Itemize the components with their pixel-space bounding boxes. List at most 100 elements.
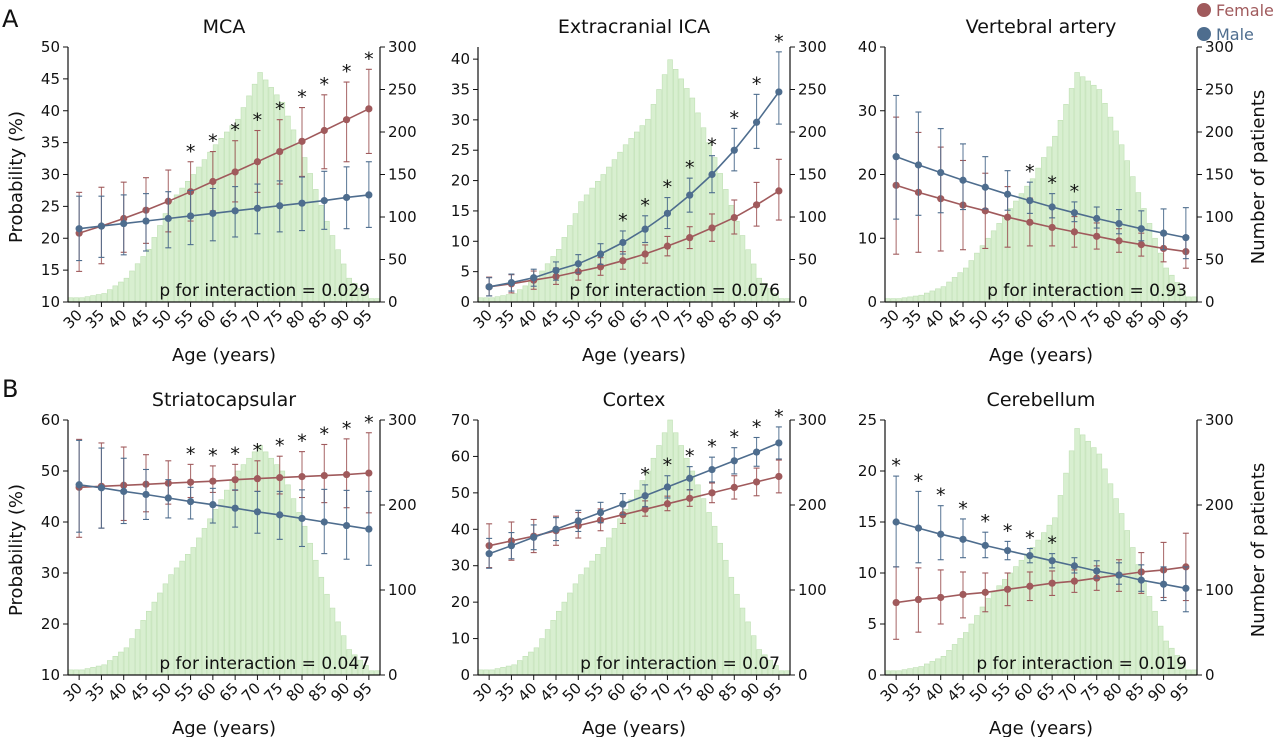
data-point bbox=[1003, 190, 1012, 198]
histogram-bar bbox=[257, 72, 263, 303]
significance-star: * bbox=[914, 470, 924, 492]
series-male bbox=[892, 475, 1190, 613]
series-female bbox=[892, 116, 1190, 269]
y2-tick-label: 150 bbox=[798, 166, 827, 184]
data-point bbox=[752, 448, 761, 456]
y2-tick-label: 200 bbox=[388, 496, 417, 514]
significance-star: * bbox=[1003, 520, 1013, 542]
legend-female-marker bbox=[1197, 3, 1211, 17]
histogram-bar bbox=[79, 669, 85, 676]
histogram-bar bbox=[1096, 453, 1103, 676]
data-point bbox=[1048, 579, 1056, 587]
series-line bbox=[78, 108, 370, 234]
histogram-bar bbox=[73, 669, 79, 676]
histogram-bar bbox=[628, 499, 634, 676]
y-tick-label: 40 bbox=[451, 50, 470, 68]
histogram-bar bbox=[700, 127, 707, 303]
series-male bbox=[892, 94, 1190, 260]
histogram-bar bbox=[1063, 472, 1069, 676]
histogram-bar bbox=[561, 237, 567, 303]
histogram-bar bbox=[285, 484, 291, 676]
data-point bbox=[1137, 576, 1145, 584]
y-tick-label: 0 bbox=[460, 666, 470, 684]
y2-tick-label: 250 bbox=[1205, 81, 1234, 99]
histogram bbox=[884, 72, 1197, 303]
chart-panel-4: 1020304050600100200300303540455055606570… bbox=[41, 389, 417, 737]
histogram-bar bbox=[246, 457, 252, 676]
histogram-bar bbox=[1107, 116, 1114, 303]
data-point bbox=[1048, 223, 1056, 232]
data-point bbox=[320, 126, 328, 135]
histogram-bar bbox=[500, 295, 506, 303]
data-point bbox=[276, 511, 284, 519]
data-point bbox=[619, 257, 627, 265]
histogram-bar bbox=[633, 489, 640, 676]
series-line bbox=[488, 190, 780, 288]
data-point bbox=[619, 500, 627, 508]
histogram-bar bbox=[656, 89, 662, 303]
significance-star: * bbox=[1047, 173, 1057, 195]
histogram-bar bbox=[95, 294, 102, 303]
histogram-bar bbox=[123, 277, 130, 303]
histogram-bar bbox=[617, 518, 623, 676]
histogram-bar bbox=[107, 289, 113, 303]
y2-tick-label: 100 bbox=[388, 208, 417, 226]
y2-tick-label: 250 bbox=[388, 81, 417, 99]
histogram-bar bbox=[129, 638, 135, 676]
histogram-bar bbox=[695, 484, 701, 676]
histogram-bar bbox=[650, 457, 657, 676]
series-male bbox=[485, 426, 783, 569]
y-tick-label: 30 bbox=[41, 564, 60, 582]
y2-tick-label: 0 bbox=[1205, 293, 1215, 311]
data-point bbox=[959, 590, 967, 599]
data-point bbox=[164, 494, 172, 502]
y2-tick-label: 0 bbox=[388, 293, 398, 311]
y2-tick-label: 300 bbox=[388, 411, 417, 429]
histogram-bar bbox=[1091, 447, 1097, 676]
data-point bbox=[320, 197, 328, 205]
data-point bbox=[253, 508, 262, 516]
histogram-bar bbox=[134, 263, 141, 303]
histogram-bar bbox=[539, 638, 545, 676]
histogram-bar bbox=[957, 272, 963, 303]
histogram-bar bbox=[901, 669, 908, 676]
data-point bbox=[574, 260, 582, 268]
significance-star: * bbox=[618, 210, 628, 232]
data-point bbox=[1137, 241, 1145, 249]
data-point bbox=[1182, 584, 1190, 592]
data-point bbox=[914, 161, 923, 169]
histogram-bar bbox=[374, 670, 380, 676]
histogram-bar bbox=[279, 101, 286, 303]
histogram-bar bbox=[1102, 103, 1108, 303]
y-tick-label: 15 bbox=[858, 513, 877, 531]
data-point bbox=[231, 476, 239, 484]
histogram-bar bbox=[290, 498, 297, 676]
significance-star: * bbox=[730, 107, 740, 129]
data-point bbox=[507, 542, 516, 550]
histogram-bar bbox=[912, 295, 919, 303]
histogram-bar bbox=[567, 592, 573, 676]
histogram-bar bbox=[684, 457, 690, 676]
y2-tick-label: 300 bbox=[798, 38, 827, 56]
histogram-bar bbox=[301, 525, 308, 676]
histogram-bar bbox=[528, 281, 534, 303]
data-point bbox=[641, 492, 649, 500]
data-point bbox=[596, 263, 605, 271]
histogram-bar bbox=[884, 670, 891, 676]
histogram-bar bbox=[505, 294, 512, 303]
significance-star: * bbox=[275, 99, 285, 121]
histogram-bar bbox=[118, 651, 124, 676]
data-point bbox=[1026, 552, 1034, 560]
histogram-bar bbox=[940, 655, 947, 676]
data-point bbox=[209, 477, 217, 485]
data-point bbox=[1003, 213, 1012, 221]
histogram-bar bbox=[1080, 76, 1086, 303]
histogram-bar bbox=[522, 655, 528, 676]
data-point bbox=[1070, 577, 1079, 585]
series-line bbox=[488, 442, 780, 555]
histogram-bar bbox=[129, 270, 135, 303]
significance-star: * bbox=[640, 195, 650, 217]
histogram-bar bbox=[90, 667, 96, 676]
chart-title: MCA bbox=[203, 16, 246, 38]
histogram-bar bbox=[505, 665, 512, 676]
